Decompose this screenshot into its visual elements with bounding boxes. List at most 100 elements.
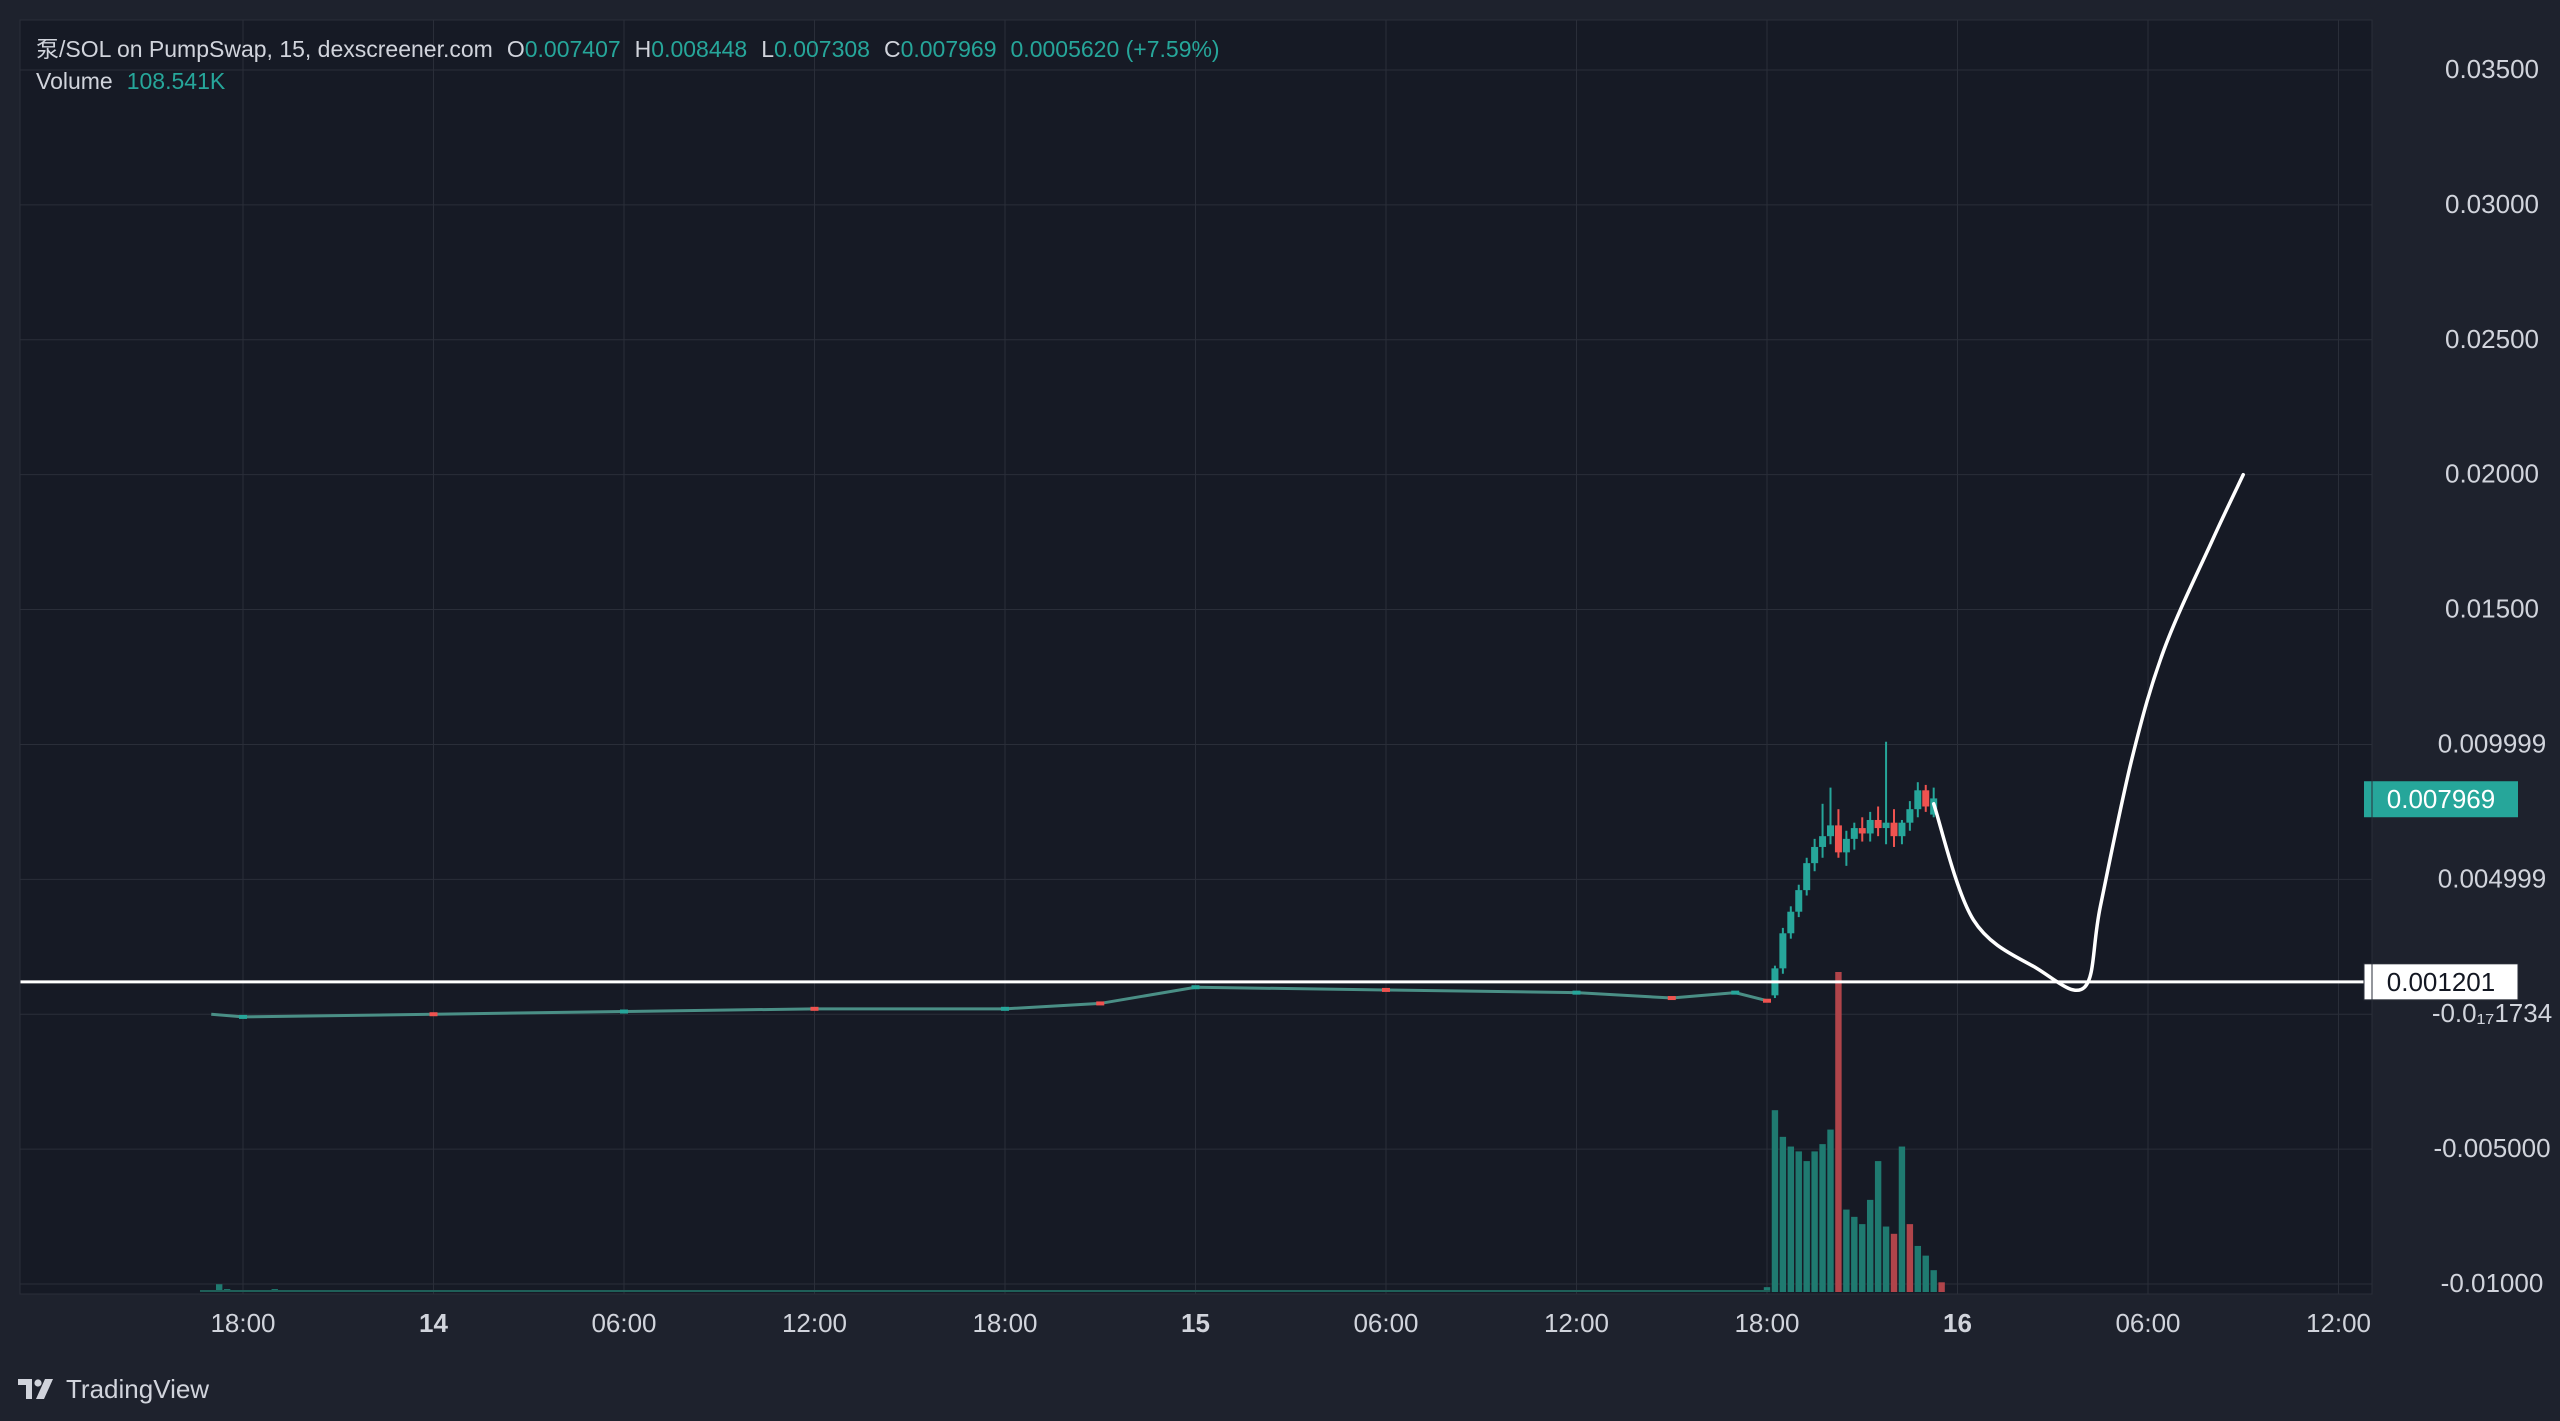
y-tick-label: 0.03500 <box>2445 54 2539 84</box>
volume-bar <box>1779 1136 1787 1292</box>
volume-bar <box>1819 1144 1826 1292</box>
last-price-tag-bg <box>2364 781 2518 818</box>
volume-bar <box>1874 1161 1882 1292</box>
x-tick-label: 18:00 <box>1734 1308 1799 1338</box>
y-tick-label: -0.005000 <box>2433 1133 2550 1163</box>
pre-launch-candle <box>1731 990 1740 995</box>
volume-bar <box>1811 1151 1818 1292</box>
candle-body <box>1803 863 1811 891</box>
candle-body <box>1795 890 1803 912</box>
pre-launch-candle <box>1667 996 1676 1001</box>
x-tick-label: 14 <box>419 1308 448 1338</box>
candle-body <box>1850 828 1858 839</box>
volume-bar <box>1795 1151 1802 1292</box>
open-value: 0.007407 <box>524 36 621 62</box>
volume-bar <box>1835 972 1842 1292</box>
pre-launch-candle <box>620 1009 628 1014</box>
volume-bar <box>1859 1224 1866 1292</box>
horizontal-line-label: 0.001201 <box>2387 967 2495 997</box>
candle-body <box>1898 822 1906 837</box>
candle-body <box>1866 819 1874 834</box>
volume-bar <box>1827 1129 1834 1292</box>
volume-bar <box>1922 1255 1929 1292</box>
candle-body <box>1811 846 1819 864</box>
volume-bar <box>1938 1282 1945 1292</box>
candle-body <box>1882 822 1890 829</box>
volume-bar <box>1882 1226 1890 1292</box>
candle-body <box>1906 809 1914 823</box>
legend-volume: Volume 108.541K <box>36 66 225 96</box>
close-label: C <box>883 36 901 62</box>
pre-launch-candle <box>1096 1001 1105 1006</box>
x-tick-label: 06:00 <box>1353 1308 1418 1338</box>
change-value: 0.0005620 (+7.59%) <box>1010 36 1220 62</box>
y-tick-label: -0.01000 <box>2441 1268 2544 1298</box>
x-tick-label: 06:00 <box>591 1308 656 1338</box>
open-label: O <box>506 36 525 62</box>
y-tick-label: 0.004999 <box>2438 863 2546 893</box>
pre-launch-candle <box>1572 990 1581 995</box>
y-tick-label: 0.01500 <box>2445 594 2539 624</box>
high-label: H <box>634 36 652 62</box>
candle-body <box>1842 838 1850 853</box>
volume-bar <box>1914 1245 1922 1292</box>
horizontal-line-label-bg <box>2363 963 2519 1001</box>
candle-body <box>1834 825 1842 853</box>
x-tick-label: 12:00 <box>1544 1308 1609 1338</box>
high-value: 0.008448 <box>651 36 748 62</box>
low-label: L <box>761 36 775 62</box>
volume-bar <box>1771 1110 1779 1292</box>
candle-body <box>1787 911 1795 934</box>
symbol-title: 泵/SOL on PumpSwap, 15, dexscreener.com <box>36 36 493 62</box>
legend-ohlc: 泵/SOL on PumpSwap, 15, dexscreener.com O0… <box>36 34 1220 64</box>
y-tick-label: -0.0₁₇1734 <box>2432 998 2552 1028</box>
x-tick-label: 06:00 <box>2115 1308 2180 1338</box>
tradingview-logo-icon <box>18 1379 53 1399</box>
footer-brand[interactable]: TradingView <box>18 1372 209 1406</box>
pre-launch-candle <box>429 1012 438 1017</box>
volume-bar <box>1803 1161 1810 1292</box>
pre-launch-candle <box>1763 998 1771 1003</box>
pane-border <box>19 19 2373 1295</box>
pre-launch-candle <box>1001 1006 1009 1011</box>
volume-bar <box>215 1284 223 1292</box>
y-tick-label: 0.02500 <box>2445 324 2539 354</box>
x-tick-label: 18:00 <box>972 1308 1037 1338</box>
volume-bar <box>1787 1146 1795 1292</box>
candle-body <box>1914 790 1922 810</box>
x-tick-label: 18:00 <box>210 1308 275 1338</box>
close-value: 0.007969 <box>900 36 997 62</box>
candle-body <box>1874 819 1882 829</box>
pre-launch-candle <box>1191 985 1200 990</box>
y-tick-label: 0.009999 <box>2438 728 2546 758</box>
freehand-projection-line <box>1931 472 2245 992</box>
x-tick-label: 16 <box>1943 1308 1972 1338</box>
candle-body <box>1890 822 1898 837</box>
volume-value: 108.541K <box>126 68 226 94</box>
volume-bar <box>1763 1287 1771 1292</box>
candle-body <box>1819 836 1827 847</box>
pre-launch-candle <box>810 1006 819 1011</box>
candle-body <box>1922 790 1930 807</box>
candle-body <box>1858 828 1866 834</box>
volume-bar <box>1843 1209 1850 1292</box>
x-tick-label: 12:00 <box>782 1308 847 1338</box>
y-tick-label: 0.02000 <box>2445 459 2539 489</box>
low-value: 0.007308 <box>774 36 870 62</box>
x-tick-label: 12:00 <box>2306 1308 2371 1338</box>
last-price-tag: 0.007969 <box>2387 784 2495 814</box>
footer-brand-label: TradingView <box>66 1373 210 1404</box>
pre-launch-candle <box>1382 987 1390 992</box>
candle-body <box>1827 825 1834 837</box>
candle-body <box>1779 933 1787 969</box>
volume-bar <box>1866 1199 1874 1292</box>
volume-bar <box>1898 1146 1906 1292</box>
volume-label: Volume <box>36 68 113 94</box>
volume-bar <box>1851 1216 1858 1292</box>
x-tick-label: 15 <box>1181 1308 1210 1338</box>
volume-bar <box>1930 1270 1937 1292</box>
volume-bar <box>1890 1233 1898 1292</box>
volume-bar <box>1906 1224 1914 1292</box>
